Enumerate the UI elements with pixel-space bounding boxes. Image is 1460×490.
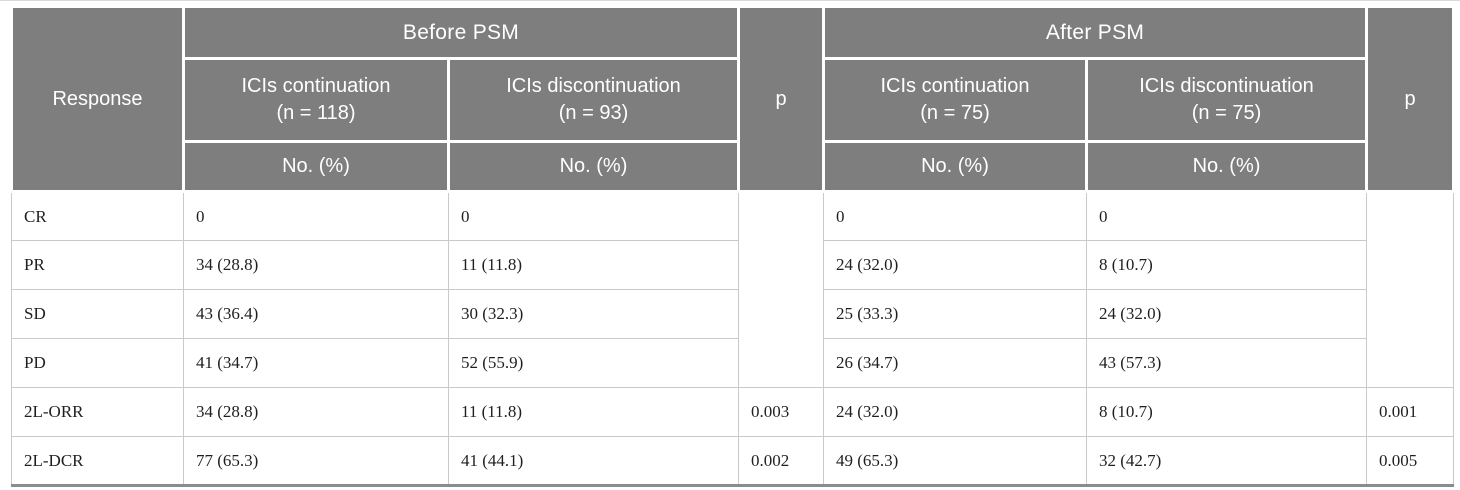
data-cell: 0 bbox=[183, 191, 449, 241]
header-row-groups: Response Before PSM p After PSM p bbox=[10, 5, 1456, 193]
data-cell: 26 (34.7) bbox=[823, 338, 1087, 388]
table-row-2l-dcr: 2L-DCR 77 (65.3) 41 (44.1) 0.002 49 (65.… bbox=[11, 436, 1455, 487]
header-after-continuation: ICIs continuation (n = 75) bbox=[822, 57, 1088, 143]
table-row-2l-orr: 2L-ORR 34 (28.8) 11 (11.8) 0.003 24 (32.… bbox=[11, 387, 1455, 437]
row-label: PR bbox=[11, 240, 184, 290]
data-cell: 41 (34.7) bbox=[183, 338, 449, 388]
response-outcomes-table: Response Before PSM p After PSM p ICIs c… bbox=[10, 5, 1456, 487]
data-cell: 24 (32.0) bbox=[1085, 289, 1368, 339]
header-unit-after-continuation: No. (%) bbox=[822, 140, 1088, 193]
table-header: Response Before PSM p After PSM p ICIs c… bbox=[10, 5, 1456, 193]
data-cell: 0 bbox=[1085, 191, 1368, 241]
header-after-discontinuation: ICIs discontinuation (n = 75) bbox=[1084, 57, 1369, 143]
data-cell: 34 (28.8) bbox=[183, 240, 449, 290]
header-before-continuation: ICIs continuation (n = 118) bbox=[182, 57, 450, 143]
row-label: CR bbox=[11, 191, 184, 241]
table-row-cr: CR 0 0 0 0 bbox=[11, 191, 1455, 388]
header-unit-after-discontinuation: No. (%) bbox=[1084, 140, 1369, 193]
data-cell: 41 (44.1) bbox=[448, 436, 739, 487]
data-cell: 43 (36.4) bbox=[183, 289, 449, 339]
top-rule bbox=[0, 0, 1460, 1]
table-row-pr: PR 34 (28.8) 11 (11.8) 24 (32.0) 8 (10.7… bbox=[11, 240, 1454, 290]
data-cell: 34 (28.8) bbox=[183, 387, 449, 437]
data-cell: 30 (32.3) bbox=[448, 289, 739, 339]
data-cell: 8 (10.7) bbox=[1085, 240, 1368, 290]
header-unit-before-continuation: No. (%) bbox=[182, 140, 450, 193]
row-label: 2L-ORR bbox=[11, 387, 184, 437]
header-row-units: No. (%) No. (%) No. (%) No. (%) bbox=[12, 140, 1454, 193]
data-cell: 11 (11.8) bbox=[448, 240, 739, 290]
header-before-psm: Before PSM bbox=[182, 5, 740, 60]
data-cell: 52 (55.9) bbox=[448, 338, 739, 388]
header-p-after: p bbox=[1365, 5, 1456, 193]
header-after-psm: After PSM bbox=[821, 5, 1369, 60]
column-n: (n = 93) bbox=[558, 102, 629, 124]
row-label: 2L-DCR bbox=[11, 436, 184, 487]
data-cell: 43 (57.3) bbox=[1085, 338, 1368, 388]
p-value-cell: 0.003 bbox=[738, 387, 824, 437]
header-before-discontinuation: ICIs discontinuation (n = 93) bbox=[447, 57, 740, 143]
data-cell: 8 (10.7) bbox=[1085, 387, 1368, 437]
column-n: (n = 118) bbox=[276, 102, 356, 124]
p-value-cell: 0.005 bbox=[1366, 436, 1455, 487]
table-row-sd: SD 43 (36.4) 30 (32.3) 25 (33.3) 24 (32.… bbox=[11, 289, 1454, 339]
data-cell: 0 bbox=[448, 191, 739, 241]
p-value-cell-merged-after bbox=[1366, 191, 1455, 388]
header-p-before: p bbox=[737, 5, 825, 193]
data-cell: 32 (42.7) bbox=[1085, 436, 1368, 487]
data-cell: 49 (65.3) bbox=[823, 436, 1087, 487]
header-row-columns: ICIs continuation (n = 118) ICIs discont… bbox=[12, 57, 1454, 143]
column-name: ICIs discontinuation bbox=[1139, 75, 1314, 97]
column-name: ICIs continuation bbox=[880, 75, 1030, 97]
column-n: (n = 75) bbox=[920, 102, 990, 124]
p-value-cell: 0.001 bbox=[1366, 387, 1455, 437]
header-unit-before-discontinuation: No. (%) bbox=[447, 140, 740, 193]
row-label: PD bbox=[11, 338, 184, 388]
table-row-pd: PD 41 (34.7) 52 (55.9) 26 (34.7) 43 (57.… bbox=[11, 338, 1454, 388]
data-cell: 0 bbox=[823, 191, 1087, 241]
data-cell: 11 (11.8) bbox=[448, 387, 739, 437]
row-label: SD bbox=[11, 289, 184, 339]
table-body: CR 0 0 0 0 PR 34 (28.8) 11 (11.8) 24 (32… bbox=[11, 191, 1455, 487]
data-cell: 24 (32.0) bbox=[823, 387, 1087, 437]
column-name: ICIs continuation bbox=[241, 75, 391, 97]
column-n: (n = 75) bbox=[1191, 102, 1262, 124]
data-cell: 24 (32.0) bbox=[823, 240, 1087, 290]
p-value-cell: 0.002 bbox=[738, 436, 824, 487]
header-response: Response bbox=[10, 5, 185, 193]
column-name: ICIs discontinuation bbox=[506, 75, 681, 97]
data-cell: 77 (65.3) bbox=[183, 436, 449, 487]
p-value-cell-merged-before bbox=[738, 191, 824, 388]
data-cell: 25 (33.3) bbox=[823, 289, 1087, 339]
